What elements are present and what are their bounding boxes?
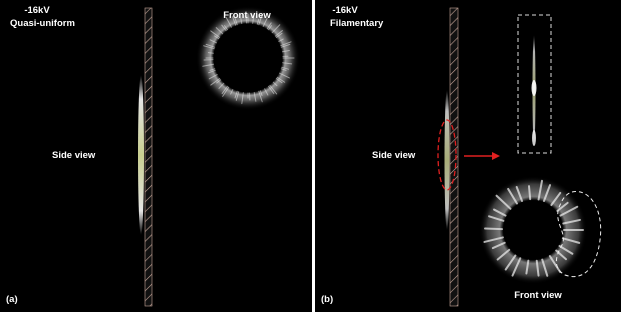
inset-filament-core <box>532 80 537 96</box>
page: -16kV Quasi-uniform Front view Side view… <box>0 0 621 312</box>
streak <box>485 229 502 230</box>
panel-tag: (a) <box>6 294 18 305</box>
side-discharge <box>445 90 450 230</box>
front-view-label: Front view <box>514 290 562 301</box>
mode-label: Quasi-uniform <box>10 18 75 29</box>
streak <box>208 53 213 54</box>
front-view-label: Front view <box>223 10 271 21</box>
dielectric-wall <box>145 8 152 306</box>
mode-label: Filamentary <box>330 18 384 29</box>
panel-tag: (b) <box>321 294 333 305</box>
figure: -16kV Quasi-uniform Front view Side view… <box>0 0 621 312</box>
voltage-label: -16kV <box>24 5 50 16</box>
inset-filament-core <box>532 130 536 146</box>
side-discharge <box>138 75 144 235</box>
streak <box>529 186 530 199</box>
side-view-label: Side view <box>52 150 96 161</box>
voltage-label: -16kV <box>332 5 358 16</box>
panel-b: -16kV Filamentary Side view Front view (… <box>315 0 621 312</box>
side-view-label: Side view <box>372 150 416 161</box>
panel-divider <box>312 0 315 312</box>
panel-a: -16kV Quasi-uniform Front view Side view… <box>0 0 312 312</box>
dielectric-wall <box>450 8 458 306</box>
